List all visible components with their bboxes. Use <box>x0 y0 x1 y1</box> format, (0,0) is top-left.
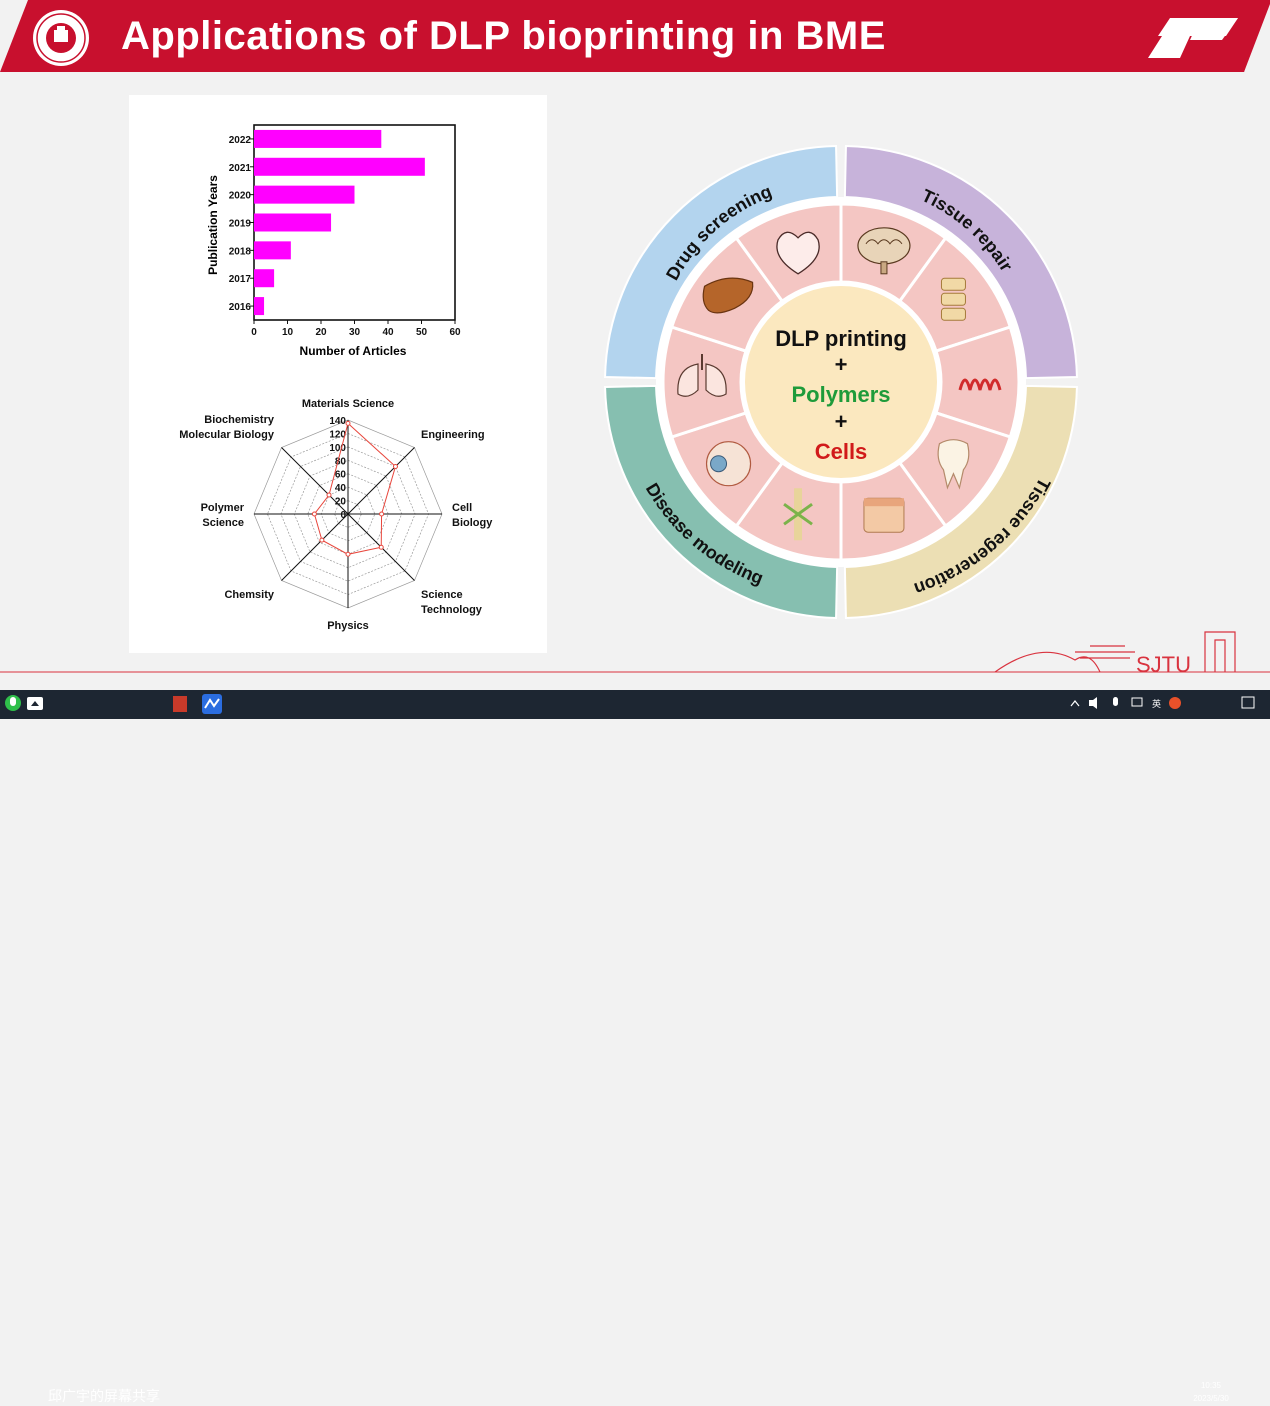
microphone-tray-icon[interactable] <box>1113 697 1118 706</box>
center-text-line: DLP printing <box>775 326 907 351</box>
radar-point <box>311 511 317 517</box>
heart-icon <box>776 231 820 275</box>
bar-2021 <box>254 157 425 176</box>
radar-category-label: Engineering <box>421 429 485 441</box>
center-text-line: + <box>835 409 848 434</box>
bar-2020 <box>254 185 355 204</box>
radar-ring-tick-label: 0 <box>340 510 346 521</box>
radar-ring-tick-label: 20 <box>335 497 347 508</box>
bar-2017 <box>254 269 275 288</box>
radar-category-label: Chemsity <box>224 589 274 601</box>
clock-date[interactable]: 2023/5/30 <box>1193 1394 1229 1403</box>
center-text-line: + <box>835 352 848 377</box>
ime-language-label[interactable]: 英 <box>1152 698 1161 709</box>
radar-series-line <box>313 422 397 555</box>
sjtu-emblem-icon <box>33 10 89 66</box>
radar-category-label: Materials Science <box>302 398 394 410</box>
bar-x-tick-label: 50 <box>416 327 428 338</box>
radar-ring-tick-label: 120 <box>329 429 346 440</box>
clock-time[interactable]: 10:35 <box>1200 1381 1222 1390</box>
bar-x-tick-label: 40 <box>382 327 394 338</box>
bar-category-label: 2022 <box>229 135 252 146</box>
radar-point <box>378 544 384 550</box>
screen-share-icon[interactable] <box>27 697 43 710</box>
taskbar: 英 邱广宇的屏幕共享 10:35 2023/5/30 <box>0 690 1270 1405</box>
lungs-icon <box>677 354 727 397</box>
liver-icon <box>702 277 754 314</box>
input-method-s-icon[interactable] <box>1169 697 1181 709</box>
eye-icon <box>705 441 752 487</box>
radar-chart: 0 20 40 60 80 100 120 140 Materials Science Engi… <box>179 398 493 632</box>
bar-category-label: 2018 <box>229 246 252 257</box>
screen-share-label: 邱广宇的屏幕共享 <box>48 1389 160 1405</box>
slide-title: Applications of DLP bioprinting in BME <box>121 14 886 58</box>
app-icon-pdf[interactable] <box>173 696 187 712</box>
radar-category-label: Science <box>421 589 463 601</box>
bar-x-tick-label: 60 <box>449 327 461 338</box>
bar-category-label: 2016 <box>229 302 252 313</box>
quadrant-tissue-regeneration <box>843 384 1078 619</box>
tooth-icon <box>937 439 970 490</box>
radar-point <box>345 420 351 426</box>
radar-point <box>326 492 332 498</box>
radar-category-label: Polymer <box>201 502 245 514</box>
bar-chart-ylabel: Publication Years <box>206 175 220 275</box>
footer-decor: SJTU <box>0 631 1270 677</box>
radar-category-label-line2: Science <box>202 517 244 529</box>
tray-chevron-up-icon[interactable] <box>1070 700 1080 707</box>
bar-chart: 2022 2021 2020 2019 2018 2017 2016 0 10 20 30 40 50… <box>206 124 461 358</box>
bar-category-label: 2019 <box>229 219 252 230</box>
vessel-icon <box>958 378 1002 391</box>
radar-ring-tick-label: 140 <box>329 416 346 427</box>
spine-icon <box>940 277 966 321</box>
radar-category-label-line2: Technology <box>421 604 483 616</box>
volume-muted-icon[interactable] <box>1089 697 1097 709</box>
brain-icon <box>857 227 911 275</box>
notification-icon[interactable] <box>1241 696 1255 709</box>
bar-x-tick-label: 30 <box>349 327 361 338</box>
sjtu-footer-logo-icon <box>994 631 1236 673</box>
bar-2019 <box>254 213 332 232</box>
radar-ring-tick-label: 100 <box>329 443 346 454</box>
bar-2016 <box>254 297 265 316</box>
bone-icon <box>783 488 813 541</box>
radar-ring-tick-label: 60 <box>335 470 347 481</box>
slide-header <box>0 0 1270 72</box>
radar-point <box>319 537 325 543</box>
radar-category-label-line2: Molecular Biology <box>179 429 275 441</box>
radar-ring-tick-label: 80 <box>335 456 347 467</box>
skin-icon <box>863 497 905 533</box>
radar-category-label-line2: Biology <box>452 517 493 529</box>
bar-x-tick-label: 0 <box>251 327 257 338</box>
radar-point <box>392 464 398 470</box>
radar-category-label: Physics <box>327 620 369 632</box>
header-logo-mark-icon <box>1148 18 1238 58</box>
slide: Applications of DLP bioprinting in BME 2… <box>0 0 1270 690</box>
bar-category-label: 2017 <box>229 274 252 285</box>
charts-panel: 2022 2021 2020 2019 2018 2017 2016 0 10 20 30 40 50… <box>129 95 547 653</box>
bar-category-label: 2021 <box>229 163 252 174</box>
radar-ring-tick-label: 40 <box>335 483 347 494</box>
footer-logo-text: SJTU <box>1136 652 1191 677</box>
center-text-line: Polymers <box>791 382 890 407</box>
application-wheel: DLP printing+Polymers+Cells Drug screeni… <box>604 145 1078 619</box>
bar-x-tick-label: 20 <box>315 327 327 338</box>
center-disc <box>741 282 941 482</box>
radar-point <box>379 511 385 517</box>
network-icon[interactable] <box>1131 697 1143 707</box>
app-icon-meeting[interactable] <box>202 694 222 714</box>
bar-x-tick-label: 10 <box>282 327 294 338</box>
radar-category-label: Cell <box>452 502 472 514</box>
bar-2018 <box>254 241 291 260</box>
bar-chart-xlabel: Number of Articles <box>300 344 407 358</box>
radar-point <box>345 551 351 557</box>
radar-category-label: Biochemistry <box>204 414 275 426</box>
center-text-line: Cells <box>815 439 868 464</box>
bar-category-label: 2020 <box>229 191 252 202</box>
microphone-icon[interactable] <box>5 695 21 711</box>
bar-2022 <box>254 129 382 148</box>
